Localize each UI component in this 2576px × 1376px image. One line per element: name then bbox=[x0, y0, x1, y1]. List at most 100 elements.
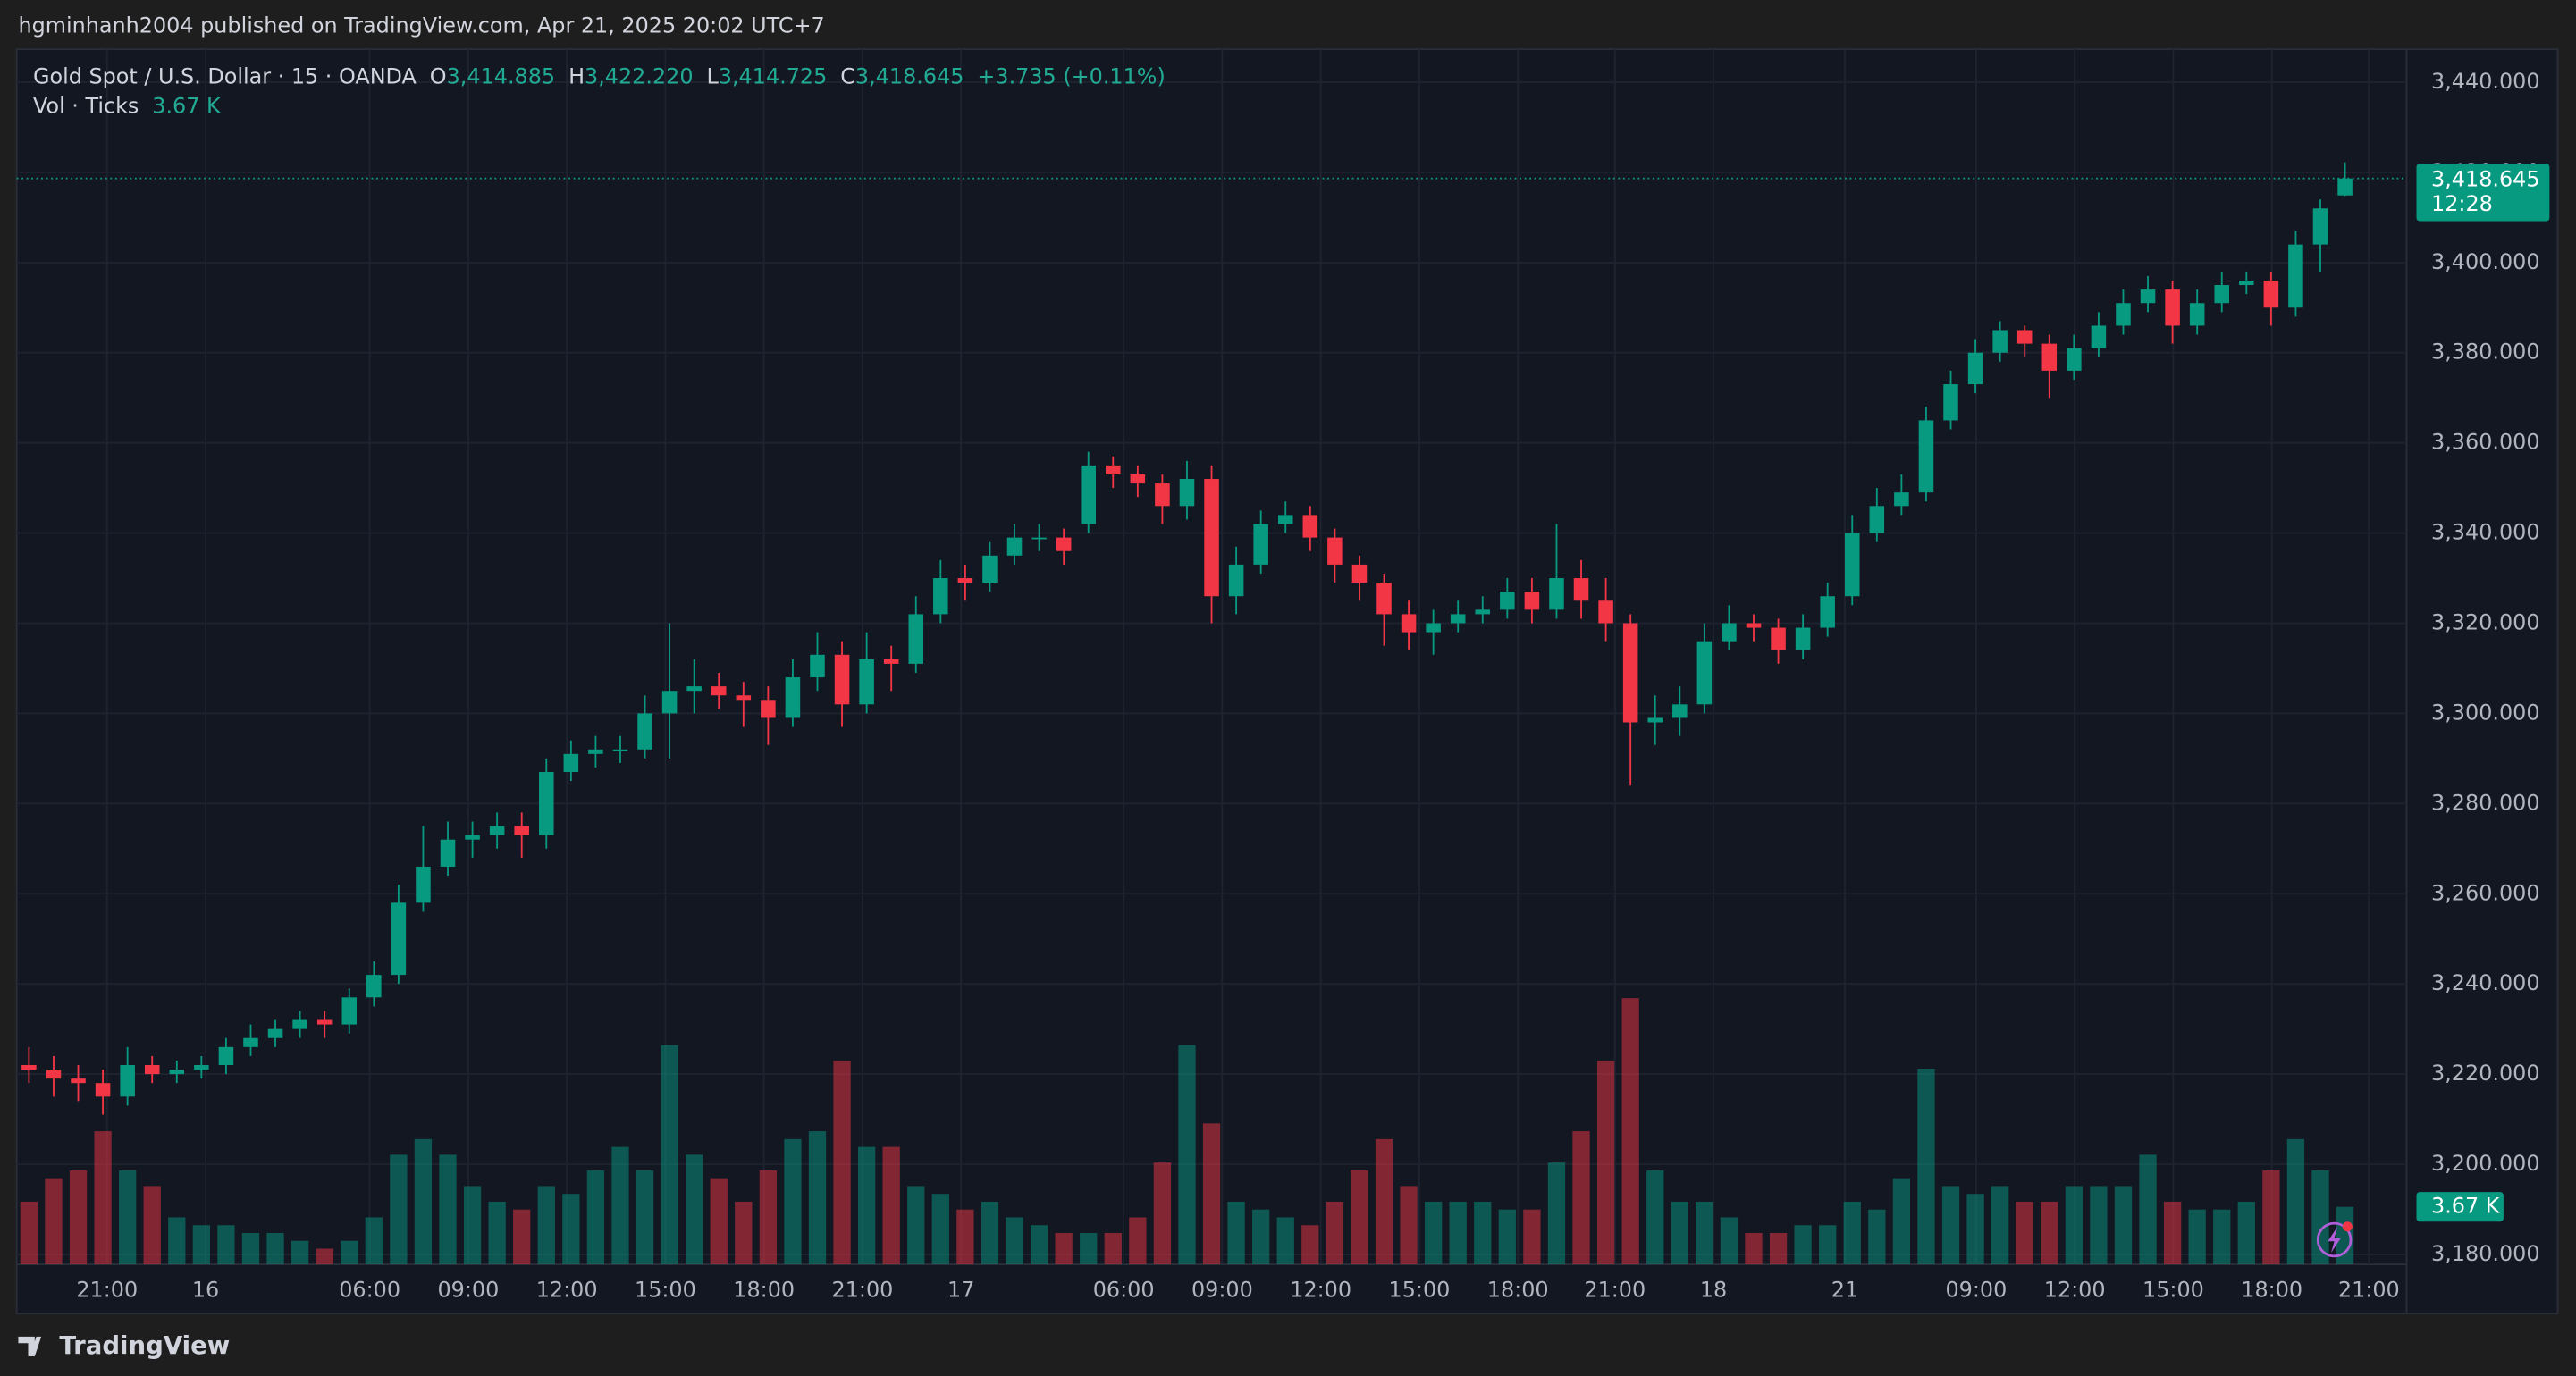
candle-body bbox=[391, 902, 407, 976]
volume-bar bbox=[119, 1170, 137, 1265]
candle-body bbox=[489, 826, 505, 835]
volume-bar bbox=[907, 1186, 925, 1265]
brand[interactable]: TradingView bbox=[18, 1331, 230, 1360]
candle-body bbox=[761, 700, 776, 718]
candle-body bbox=[1277, 515, 1293, 524]
low-value: 3,414.725 bbox=[719, 63, 828, 88]
candle-body bbox=[2016, 330, 2033, 344]
candle-body bbox=[292, 1019, 307, 1029]
candle-body bbox=[316, 1019, 333, 1025]
candle-body bbox=[2189, 303, 2205, 326]
candles bbox=[21, 162, 2353, 1115]
volume-bar bbox=[537, 1186, 555, 1265]
volume-bar bbox=[1449, 1201, 1467, 1265]
volume-bar bbox=[1819, 1225, 1837, 1265]
volume-bar bbox=[1991, 1186, 2009, 1265]
open-value: 3,414.885 bbox=[447, 63, 556, 88]
last-price-tag bbox=[2416, 164, 2550, 222]
volume-bar bbox=[1868, 1209, 1886, 1265]
volume-bar bbox=[1892, 1178, 1911, 1265]
volume-bar bbox=[1745, 1232, 1763, 1265]
candle-body bbox=[957, 578, 973, 583]
volume-bar bbox=[2336, 1206, 2354, 1265]
volume-bar bbox=[365, 1217, 383, 1265]
candle-body bbox=[1253, 524, 1268, 565]
candle-body bbox=[267, 1028, 283, 1038]
close-label: C bbox=[840, 63, 855, 88]
volume-bar bbox=[20, 1201, 38, 1265]
low-label: L bbox=[706, 63, 719, 88]
candle-body bbox=[1426, 623, 1441, 633]
candle-body bbox=[194, 1065, 209, 1070]
candle-body bbox=[2041, 343, 2058, 371]
volume-bar bbox=[759, 1170, 778, 1265]
y-tick-label: 3,400.000 bbox=[2431, 249, 2540, 274]
volume-bar bbox=[241, 1232, 260, 1265]
candle-body bbox=[588, 749, 603, 754]
x-tick-label: 06:00 bbox=[1093, 1277, 1155, 1302]
candle-body bbox=[514, 826, 529, 835]
volume-value: 3.67 K bbox=[152, 93, 222, 118]
volume-bar bbox=[341, 1240, 358, 1265]
volume-bar bbox=[1966, 1194, 1984, 1265]
volume-bar bbox=[1917, 1068, 1935, 1265]
volume-pane bbox=[20, 998, 2354, 1265]
volume-bar bbox=[1326, 1201, 1344, 1265]
volume-bar bbox=[2262, 1170, 2280, 1265]
candle-body bbox=[21, 1065, 37, 1070]
x-tick-label: 21:00 bbox=[1584, 1277, 1646, 1302]
volume-bar bbox=[1030, 1225, 1048, 1265]
header-text: hgminhanh2004 published on TradingView.c… bbox=[18, 13, 824, 38]
volume-bar bbox=[1720, 1217, 1738, 1265]
candle-body bbox=[1869, 506, 1885, 533]
volume-bar bbox=[1941, 1186, 1960, 1265]
candle-body bbox=[539, 772, 554, 835]
volume-bar bbox=[1227, 1201, 1245, 1265]
candle-body bbox=[1500, 592, 1515, 610]
volume-bar bbox=[2286, 1138, 2305, 1265]
x-tick-label: 21:00 bbox=[832, 1277, 894, 1302]
candle-body bbox=[1081, 465, 1096, 524]
volume-bar bbox=[981, 1201, 999, 1265]
candle-body bbox=[686, 686, 702, 692]
volume-bar bbox=[69, 1170, 88, 1265]
y-tick-label: 3,440.000 bbox=[2431, 69, 2540, 94]
candle-body bbox=[2312, 208, 2328, 245]
brand-name: TradingView bbox=[59, 1331, 230, 1360]
candle-body bbox=[1598, 600, 1613, 624]
candle-body bbox=[1204, 479, 1219, 597]
volume-bar bbox=[1547, 1162, 1566, 1265]
volume-bar bbox=[1498, 1209, 1516, 1265]
candle-body bbox=[661, 691, 678, 714]
candle-body bbox=[2214, 285, 2230, 304]
volume-bar bbox=[1104, 1232, 1122, 1265]
candle-body bbox=[1943, 384, 1958, 421]
candle-body bbox=[1918, 420, 1934, 493]
candle-body bbox=[1351, 564, 1368, 583]
volume-bar bbox=[2163, 1201, 2182, 1265]
candle-body bbox=[1992, 330, 2008, 353]
volume-bar bbox=[2041, 1201, 2058, 1265]
x-tick-label: 21:00 bbox=[2338, 1277, 2400, 1302]
volume-bar bbox=[636, 1170, 654, 1265]
alert-icon[interactable] bbox=[2316, 1221, 2353, 1258]
x-tick-label: 09:00 bbox=[1191, 1277, 1253, 1302]
volume-bar bbox=[1572, 1131, 1590, 1265]
volume-bar bbox=[1055, 1232, 1073, 1265]
volume-bar bbox=[1769, 1232, 1788, 1265]
candle-body bbox=[95, 1083, 111, 1097]
volume-bar bbox=[217, 1225, 235, 1265]
candle-body bbox=[1228, 564, 1244, 597]
candle-body bbox=[785, 677, 801, 718]
last-price-label: 3,418.645 bbox=[2431, 167, 2540, 192]
volume-bar bbox=[390, 1154, 408, 1265]
candle-body bbox=[1622, 623, 1638, 723]
candle-body bbox=[169, 1070, 185, 1075]
volume-bar bbox=[2188, 1209, 2206, 1265]
open-label: O bbox=[430, 63, 447, 88]
candle-body bbox=[563, 753, 579, 773]
x-tick-label: 09:00 bbox=[437, 1277, 499, 1302]
volume-bar bbox=[562, 1194, 580, 1265]
volume-bar bbox=[1178, 1045, 1196, 1265]
y-tick-label: 3,300.000 bbox=[2431, 700, 2540, 725]
